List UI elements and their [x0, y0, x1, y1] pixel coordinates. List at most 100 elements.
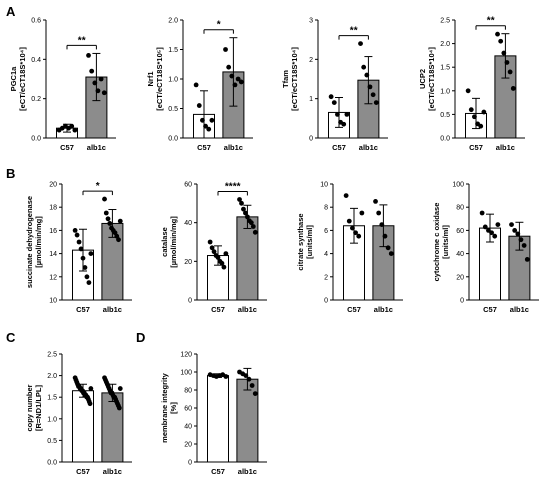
data-point [82, 265, 88, 270]
data-point [501, 50, 507, 56]
data-point [193, 82, 199, 88]
y-tick-label: 0 [324, 298, 328, 305]
data-point [116, 237, 121, 243]
y-tick-label: 60 [456, 228, 464, 235]
y-tick-label: 2 [309, 57, 313, 64]
y-axis-label-line: [units/ml] [305, 225, 314, 259]
y-tick-label: 3 [309, 18, 313, 25]
y-tick-label: 120 [180, 352, 192, 359]
chart-ucp2: 0.0 0.5 1.0 1.5 2.0 2.5 UCP2[eCT/eCT18S*10⁴] C5… [418, 16, 525, 152]
y-axis-label-line: [eCT/eCT18S*10⁴] [18, 47, 27, 111]
y-tick-label: 1.0 [168, 77, 178, 84]
data-point [84, 274, 90, 280]
category-label: alb1c [374, 305, 393, 314]
y-tick-label: 20 [184, 442, 192, 449]
data-point [72, 228, 78, 233]
y-tick-label: 0 [309, 136, 313, 143]
data-point [373, 100, 379, 105]
y-tick-label: 8 [324, 205, 328, 212]
category-label: alb1c [87, 143, 106, 152]
category-label: alb1c [496, 143, 515, 152]
category-label: C57 [211, 467, 225, 476]
category-label: alb1c [359, 143, 378, 152]
y-tick-label: 40 [184, 220, 192, 227]
y-axis-label: citrate synthase[units/ml] [296, 213, 314, 270]
data-point [252, 391, 258, 396]
data-point [509, 222, 514, 228]
data-point [370, 92, 376, 98]
y-tick-label: 1.0 [47, 416, 57, 423]
panel-letter-b: B [6, 166, 15, 181]
data-point [361, 64, 367, 70]
data-point [92, 80, 98, 86]
y-tick-label: 0.2 [31, 96, 41, 103]
data-point [74, 232, 80, 238]
y-axis-label: Nrf1[eCT/eCT18S*10⁵] [146, 47, 164, 111]
y-axis-label-line: [µmol/min/mg] [169, 216, 178, 268]
y-axis-label: copy number[R=ND1/LPL] [25, 384, 43, 431]
significance-label: ** [78, 35, 86, 46]
data-point [243, 373, 249, 378]
y-tick-label: 1.5 [168, 47, 178, 54]
data-point [481, 109, 487, 115]
data-point [331, 100, 337, 105]
category-label: alb1c [224, 143, 243, 152]
data-point [243, 210, 248, 216]
data-point [223, 251, 229, 256]
y-tick-label: 14 [49, 251, 57, 258]
data-point [328, 94, 334, 100]
data-point [221, 264, 227, 270]
data-point [495, 222, 501, 228]
y-axis-label: cytochrome c oxidase[units/ml] [432, 203, 450, 282]
category-label: alb1c [103, 305, 122, 314]
y-tick-label: 100 [180, 370, 192, 377]
data-point [88, 386, 94, 391]
y-axis-label-line: [eCT/eCT18S*10⁴] [427, 47, 436, 111]
y-axis-label-line: [units/ml] [441, 225, 450, 259]
data-point [373, 199, 378, 204]
y-axis-label: PGC1a[eCT/eCT18S*10⁴] [9, 47, 27, 111]
y-tick-label: 4 [324, 251, 328, 258]
y-tick-label: 2.0 [168, 18, 178, 25]
data-point [87, 401, 93, 407]
y-axis-label-line: cytochrome c oxidase [432, 203, 441, 282]
data-point [246, 376, 252, 382]
data-point [107, 221, 113, 226]
data-point [507, 69, 513, 75]
data-point [86, 53, 91, 58]
data-point [482, 224, 488, 230]
category-label: alb1c [510, 305, 529, 314]
y-tick-label: 0.6 [31, 18, 41, 25]
y-axis-label-line: catalase [160, 227, 169, 257]
data-point [498, 38, 504, 44]
data-point [95, 88, 101, 94]
data-point [235, 76, 241, 82]
data-point [495, 31, 500, 37]
y-tick-label: 0.0 [440, 136, 450, 143]
significance-label: ** [350, 26, 358, 37]
data-point [521, 243, 527, 248]
category-label: C57 [469, 143, 483, 152]
y-axis-label: catalase[µmol/min/mg] [160, 216, 178, 268]
chart-nrf1: 0.0 0.5 1.0 1.5 2.0 Nrf1[eCT/eCT18S*10⁵] C57 al… [146, 18, 253, 152]
data-point [232, 82, 238, 88]
y-tick-label: 100 [452, 182, 464, 189]
data-point [344, 112, 350, 117]
data-point [105, 216, 111, 222]
data-point [117, 386, 123, 391]
y-tick-label: 0 [188, 460, 192, 467]
category-label: alb1c [238, 467, 257, 476]
chart-cox: 0 20 40 60 80 100 cytochrome c oxidase[units/m… [432, 182, 539, 314]
data-point [223, 374, 229, 379]
y-tick-label: 0.0 [31, 136, 41, 143]
y-tick-label: 80 [184, 388, 192, 395]
bar-c57 [207, 375, 229, 463]
data-point [489, 230, 494, 236]
y-tick-label: 6 [324, 228, 328, 235]
data-point [103, 210, 109, 216]
y-tick-label: 10 [320, 182, 328, 189]
y-tick-label: 60 [184, 406, 192, 413]
data-point [226, 64, 232, 70]
chart-catalase: 0 20 40 60 catalase[µmol/min/mg] C57 alb1c **** [160, 181, 267, 314]
